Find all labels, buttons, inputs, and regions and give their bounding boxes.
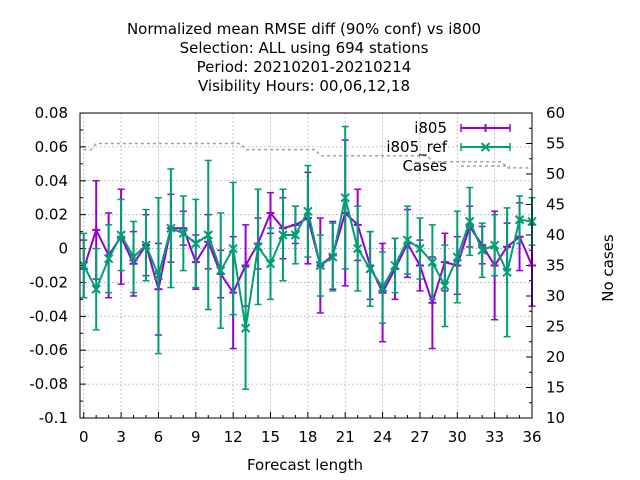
x-tick-label-4: 12 [224,428,243,446]
y-tick-label-2: -0.06 [29,341,68,359]
i805-ref-point-34 [502,267,512,277]
legend-label-i805-ref: i805_ref [386,138,447,157]
i805-point-1 [92,225,101,234]
i805-ref-point-32 [477,245,487,255]
y-tick-label-0: -0.1 [39,409,68,427]
x-tick-label-11: 33 [485,428,504,446]
x-tick-label-6: 18 [298,428,317,446]
x-tick-label-1: 3 [116,428,126,446]
i805-ref-point-33 [489,240,500,250]
i805-ref-point-19 [315,260,326,271]
i805-ref-point-7 [166,223,176,233]
i805-point-15 [266,208,275,217]
i805-ref-point-22 [352,243,363,254]
i805-ref-point-21 [340,193,350,203]
i805-ref-point-20 [328,252,338,262]
legend: i805 i805_ref Cases [386,119,511,175]
i805-ref-point-2 [103,254,114,264]
i805-ref-point-27 [415,243,425,254]
y2-tick-label-1: 15 [546,379,565,397]
i805-ref-point-25 [390,260,400,271]
i805-ref-point-35 [514,215,525,225]
y-tick-label-1: -0.08 [29,375,68,393]
y2-tick-label-10: 60 [546,104,565,122]
legend-marker-i805 [481,124,490,132]
i805-ref-point-13 [240,323,251,333]
y2-tick-label-0: 10 [546,409,565,427]
plot-border [79,112,533,419]
x-tick-label-8: 24 [373,428,392,446]
i805-ref-point-29 [440,281,450,291]
i805-ref-point-4 [128,252,139,262]
y2-axis-title: No cases [599,234,617,302]
legend-marker-i805-ref [480,142,491,152]
x-tick-label-5: 15 [261,428,280,446]
i805-ref-point-28 [427,257,438,267]
i805-ref-point-14 [253,242,263,252]
i805-ref-point-17 [290,230,301,240]
i805-ref-point-15 [265,259,276,269]
x-tick-label-2: 6 [154,428,164,446]
i805-ref-point-11 [215,265,226,276]
x-tick-label-12: 36 [522,428,541,446]
i805-ref-point-10 [203,230,213,240]
x-tick-label-7: 21 [336,428,355,446]
title-line-4: Visibility Hours: 00,06,12,18 [198,77,410,95]
legend-label-cases: Cases [402,157,447,175]
x-tick-label-3: 9 [191,428,201,446]
y2-tick-label-2: 20 [546,348,565,366]
y2-tick-label-5: 35 [546,257,565,275]
y2-tick-label-4: 30 [546,287,565,305]
i805-ref-point-12 [228,243,238,254]
y2-tick-label-9: 55 [546,135,565,153]
y-tick-label-3: -0.04 [29,307,68,325]
grid-lines [80,112,533,419]
y2-tick-label-7: 45 [546,196,565,214]
x-axis-title: Forecast length [247,456,363,474]
i805-ref-point-5 [141,240,151,250]
i805-ref-point-24 [377,282,388,293]
y2-tick-label-8: 50 [546,165,565,183]
y-tick-label-7: 0.04 [35,172,68,190]
y-tick-label-4: -0.02 [29,273,68,291]
axis-ticks: 0 3 6 9 12 15 18 21 24 27 30 33 36-0.1-0.08-0.06-0.0… [29,104,565,446]
i805-ref-point-23 [365,264,375,274]
i805-ref-point-16 [278,230,288,240]
title-line-3: Period: 20210201-20210214 [197,58,412,76]
x-tick-label-10: 30 [448,428,467,446]
i805-ref-point-8 [178,228,189,239]
y-tick-label-8: 0.06 [35,138,68,156]
i805-ref-point-3 [116,230,126,240]
legend-label-i805: i805 [414,119,447,137]
x-tick-label-9: 27 [410,428,429,446]
chart-title: Normalized mean RMSE diff (90% conf) vs … [127,20,481,95]
y2-tick-label-6: 40 [546,226,565,244]
y-tick-label-9: 0.08 [35,104,68,122]
title-line-1: Normalized mean RMSE diff (90% conf) vs … [127,20,481,38]
y-tick-label-5: 0 [58,240,68,258]
i805-ref-point-30 [452,252,462,262]
title-line-2: Selection: ALL using 694 stations [180,39,429,57]
i805-ref-point-26 [402,235,413,245]
y2-tick-label-3: 25 [546,318,565,336]
i805-ref-point-6 [153,270,164,281]
y-tick-label-6: 0.02 [35,206,68,224]
i805-ref-point-1 [91,284,101,294]
i805-ref-point-31 [465,216,475,227]
i805-ref-series [79,125,537,390]
i805-ref-point-9 [191,238,201,249]
x-tick-label-0: 0 [79,428,89,446]
i805-ref-point-18 [303,206,313,216]
i805-ref-point-0 [79,260,89,271]
